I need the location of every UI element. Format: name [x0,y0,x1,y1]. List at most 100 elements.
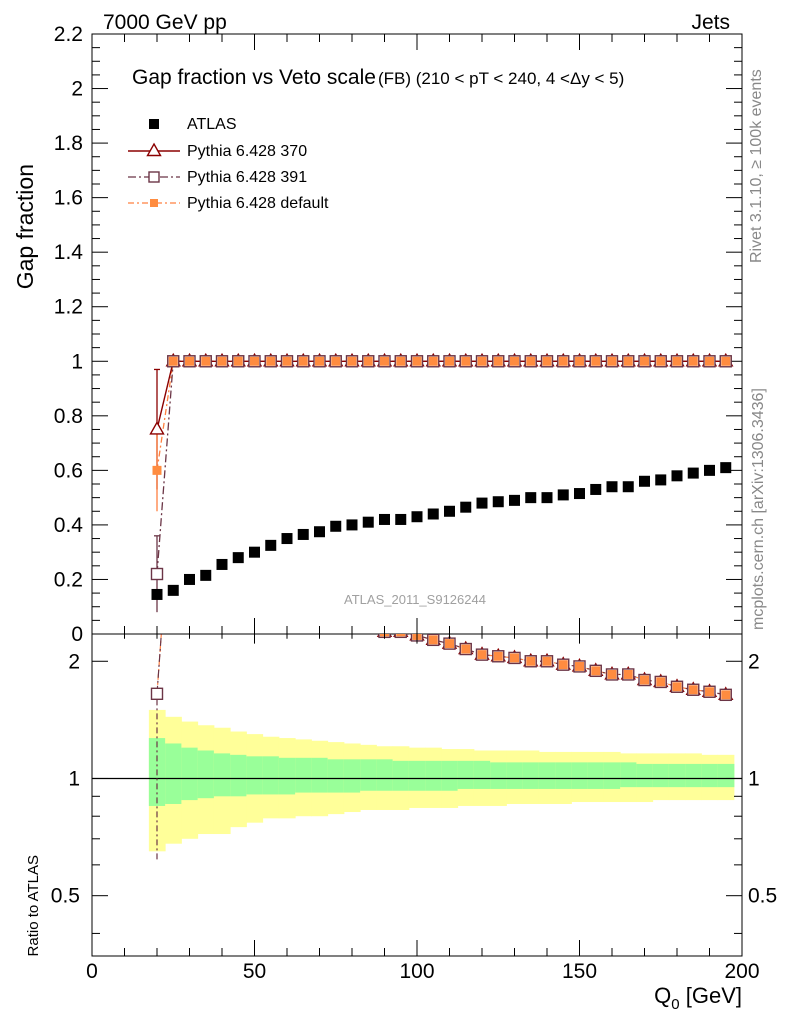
ratio-band-inner [295,757,312,793]
pdef-point [445,356,454,366]
ratio-pdef-point [542,656,552,666]
ratio-y-tick-label-right: 0.5 [748,885,777,908]
y-tick-label: 1.6 [54,187,83,210]
ratio-band-inner [571,762,589,789]
x-tick-label: 100 [399,960,434,983]
pdef-point [575,356,584,366]
x-axis-label-unit: [GeV] [680,983,742,1008]
ratio-p370-point [216,540,229,552]
ratio-pdef-point [201,514,210,523]
pdef-point [396,356,406,366]
plot-title: Gap fraction vs Veto scale (FB) (210 < pT… [132,66,624,89]
ratio-pdef-point [510,653,519,663]
legend-atlas-marker [149,119,159,129]
atlas-point [249,546,260,558]
pdef-point [705,356,714,366]
pdef-point [201,356,211,366]
ratio-band-inner [425,760,442,791]
legend-p391-marker [148,171,160,183]
header-energy: 7000 GeV pp [103,11,227,34]
ratio-band-inner [457,760,475,789]
pdef-point [233,356,243,366]
atlas-point [476,497,488,509]
ratio-p370-point [183,499,196,511]
y-tick-label: 1.2 [54,296,83,319]
atlas-point [574,488,585,500]
pdef-point [298,356,308,366]
x-axis-label: Q0 [GeV] [654,983,742,1013]
plot-title-main: Gap fraction vs Veto scale [132,66,376,89]
ratio-band-inner [311,757,329,793]
p391-line [156,360,726,575]
ratio-pdef-line [156,634,726,696]
ratio-p370-point [297,601,310,613]
ratio-band-inner [522,762,540,789]
ratio-pdef-point [672,682,682,692]
ratio-pdef-point [283,596,292,605]
ratio-p391-point [168,463,179,474]
ratio-axis-label: Ratio to ATLAS [25,855,42,956]
atlas-point [606,481,618,493]
ratio-band-inner [701,763,719,788]
atlas-point [232,552,244,564]
ratio-band-inner [603,762,621,789]
ratio-pdef-point [623,669,633,679]
atlas-point [492,496,504,508]
ratio-band-inner [408,760,426,791]
pdef-point [510,356,519,366]
ratio-p391-point [184,501,195,512]
atlas-point [281,533,293,545]
ratio-y-tick-label-right: 1 [748,767,760,790]
ratio-pdef-point [493,651,503,661]
pdef-point [672,356,682,366]
ratio-y-tick-label: 1 [68,767,80,790]
header-process: Jets [691,11,730,34]
ratio-p391-point [217,542,228,553]
pdef-point [542,356,552,366]
atlas-point [411,511,423,523]
ratio-band-inner [392,760,410,791]
ratio-band-inner [262,756,280,795]
ratio-p370-point [167,462,180,474]
pdef-point [656,356,666,366]
ratio-p370-point [362,621,375,633]
ratio-p370-point [248,568,261,580]
pdef-point [380,356,389,366]
ratio-pdef-point [607,669,617,679]
pdef-point [526,356,536,366]
ratio-band-inner [555,762,572,789]
ratio-p391-point [150,687,164,700]
ratio-axis-ticks: 0 50 100 150 200 0.5 0.5 1 1 2 2 [51,634,777,983]
ratio-y-tick-label: 2 [68,650,80,673]
atlas-point [314,526,325,538]
atlas-point [704,464,715,476]
p370-point [149,421,165,435]
pdef-point [315,356,324,366]
atlas-point [687,467,699,479]
y-tick-label: 0 [71,623,83,646]
ratio-band-inner [587,762,605,789]
ratio-p391-point [249,570,260,581]
ratio-p370-point [329,615,342,627]
ratio-pdef-point [575,661,584,671]
x-axis-label-main: Q [654,983,671,1008]
legend-p391-label: Pythia 6.428 391 [187,169,307,186]
y-axis-label: Gap fraction [12,164,38,289]
pdef-point [282,356,292,366]
legend-p370: Pythia 6.428 370 [128,142,307,160]
atlas-point [200,569,212,581]
y-tick-label: 2 [71,78,83,101]
legend-atlas-label: ATLAS [187,116,237,133]
atlas-point [265,539,277,551]
pdef-point [152,465,162,475]
ratio-panel: 0 50 100 150 200 0.5 0.5 1 1 2 2 Ratio to ATLAS [25,462,777,983]
ratio-pdef-point [445,639,454,649]
legend-p391: Pythia 6.428 391 [128,169,307,186]
ratio-pdef-point [721,690,731,700]
y-tick-label: 0.2 [54,568,83,591]
atlas-point [330,520,342,532]
y-tick-label: 0.6 [54,459,83,482]
p391-point [150,567,164,581]
main-axis-ticks: 0 0.2 0.4 0.6 0.8 1 1.2 1.4 1.6 1.8 2 2.2 [54,23,743,646]
